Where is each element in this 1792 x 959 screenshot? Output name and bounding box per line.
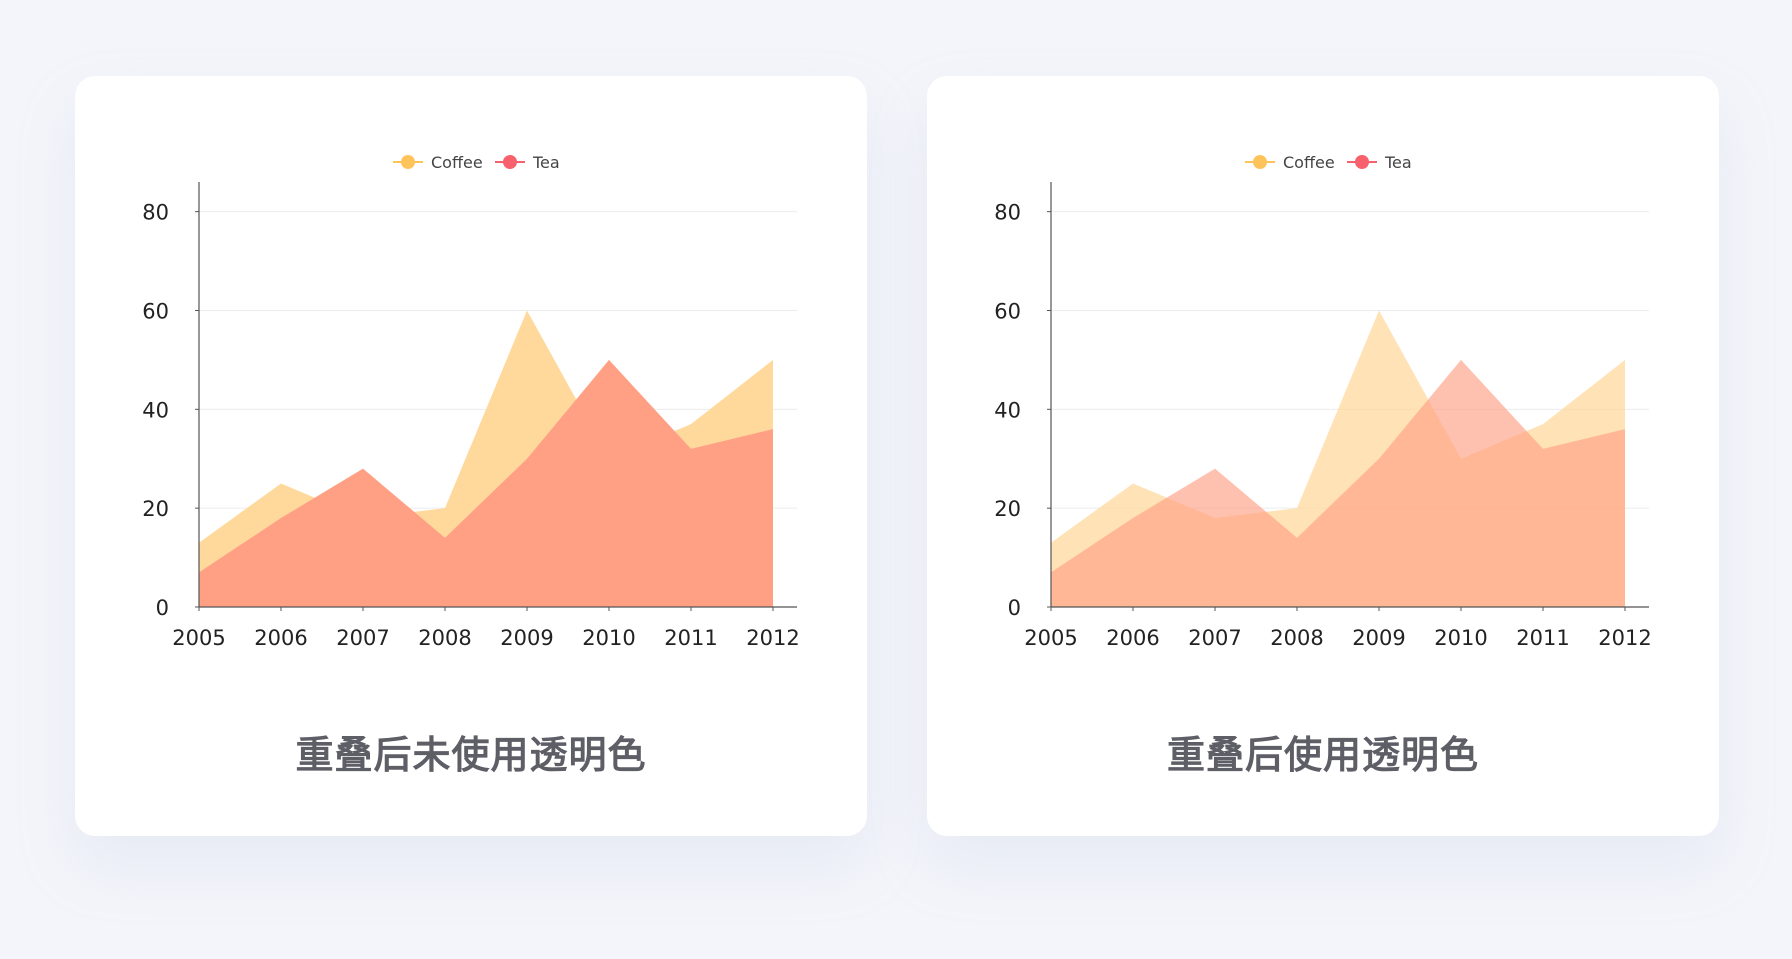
legend-label: Tea [532,153,560,172]
legend-label: Tea [1384,153,1412,172]
y-tick-label: 20 [994,497,1021,521]
y-tick-label: 20 [142,497,169,521]
area-tea [1051,359,1625,607]
x-tick-label: 2008 [418,626,471,650]
y-tick-label: 80 [142,201,169,225]
chart-card-left: 0 20 40 60 80 2005 2006 2007 2008 2009 2010 2011 201… [75,76,867,836]
x-tick-label: 2011 [1516,626,1569,650]
y-tick-label: 40 [994,398,1021,422]
x-tick-label: 2008 [1270,626,1323,650]
x-tick-label: 2007 [1188,626,1241,650]
x-tick-label: 2007 [336,626,389,650]
y-tick-label: 80 [994,201,1021,225]
area-chart-transparent: 0 20 40 60 80 2005 2006 2007 2008 2009 2010 2011 201… [994,153,1651,650]
x-tick-label: 2012 [746,626,799,650]
y-tick-label: 60 [142,299,169,323]
chart-caption: 重叠后未使用透明色 [295,733,647,777]
x-tick-label: 2009 [500,626,553,650]
legend-item-tea[interactable]: Tea [495,153,560,172]
legend-dot [1355,155,1369,169]
x-tick-label: 2006 [1106,626,1159,650]
x-tick-label: 2005 [172,626,225,650]
chart-card-right: 0 20 40 60 80 2005 2006 2007 2008 2009 2010 2011 201… [927,76,1719,836]
y-tick-label: 0 [1008,596,1021,620]
y-tick-label: 0 [156,596,169,620]
legend-dot [401,155,415,169]
y-tick-label: 40 [142,398,169,422]
x-tick-label: 2005 [1024,626,1077,650]
y-tick-label: 60 [994,299,1021,323]
x-tick-label: 2010 [582,626,635,650]
legend-item-tea[interactable]: Tea [1347,153,1412,172]
legend-label: Coffee [1283,153,1335,172]
x-tick-label: 2006 [254,626,307,650]
legend-item-coffee[interactable]: Coffee [393,153,483,172]
x-tick-label: 2010 [1434,626,1487,650]
area-chart-opaque: 0 20 40 60 80 2005 2006 2007 2008 2009 2010 2011 201… [142,153,799,650]
x-tick-label: 2011 [664,626,717,650]
chart-caption: 重叠后使用透明色 [1166,733,1479,777]
x-tick-label: 2012 [1598,626,1651,650]
legend-item-coffee[interactable]: Coffee [1245,153,1335,172]
area-tea [199,359,773,607]
legend-label: Coffee [431,153,483,172]
legend-dot [503,155,517,169]
legend-dot [1253,155,1267,169]
x-tick-label: 2009 [1352,626,1405,650]
